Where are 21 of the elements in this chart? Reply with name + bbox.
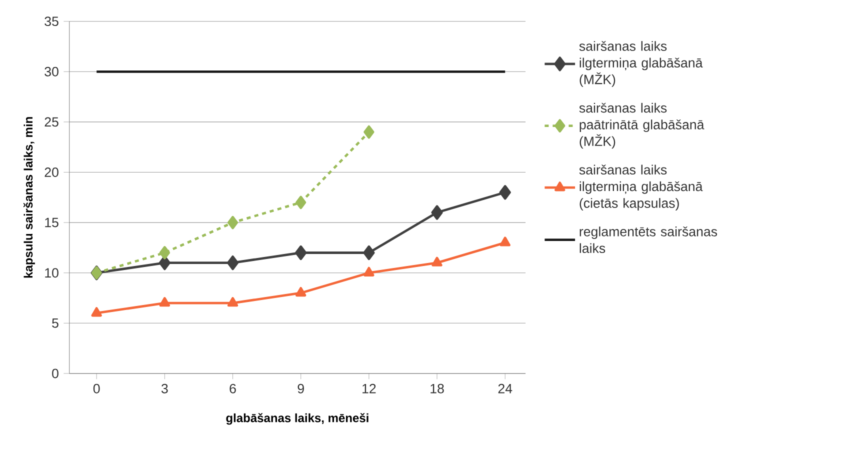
x-tick-label: 9: [298, 384, 304, 394]
y-tick-label: 15: [45, 218, 58, 228]
legend-label: sairšanas laiks ilgtermiņa glabāšanā (cietās kapsulas): [579, 164, 703, 211]
x-tick-label: 0: [93, 384, 100, 394]
legend-label: sairšanas laiks paātrinātā glabāšanā (MŽK): [579, 102, 704, 149]
x-tick-label: 18: [430, 384, 444, 394]
legend-label: sairšanas laiks ilgtermiņa glabāšanā (MŽK): [579, 41, 703, 87]
y-tick-label: 0: [52, 368, 58, 378]
x-axis-title: glabāšanas laiks, mēneši: [226, 413, 368, 425]
y-tick-label: 5: [52, 318, 58, 328]
y-axis-title: kapsulu sairšanas laiks, min: [23, 117, 35, 278]
x-tick-label: 3: [161, 384, 168, 394]
y-tick-label: 30: [44, 67, 58, 76]
y-tick-label: 35: [44, 16, 58, 26]
legend-label: reglamentēts sairšanas laiks: [580, 226, 718, 254]
y-tick-label: 10: [45, 268, 58, 278]
y-tick-label: 20: [44, 168, 58, 178]
x-tick-label: 6: [230, 384, 236, 394]
x-tick-label: 24: [498, 384, 512, 394]
y-tick-label: 25: [44, 117, 58, 127]
x-tick-label: 12: [362, 384, 376, 394]
